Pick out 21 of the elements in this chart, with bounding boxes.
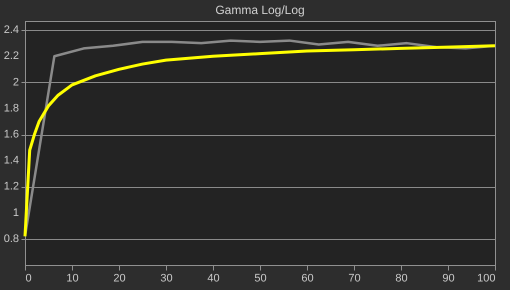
y-tick-label: 1.4 <box>4 154 19 167</box>
y-tick-label: 1.2 <box>4 180 19 193</box>
x-tick-label: 40 <box>207 272 220 284</box>
x-tick-label: 80 <box>395 272 408 284</box>
x-tick-label: 20 <box>113 272 126 284</box>
y-tick-label: 0.8 <box>4 232 19 245</box>
x-tick-label: 90 <box>442 272 455 284</box>
x-tick-label: 50 <box>254 272 267 284</box>
chart-title: Gamma Log/Log <box>215 3 305 17</box>
y-tick-label: 1.6 <box>4 128 19 141</box>
x-tick-label: 60 <box>301 272 314 284</box>
y-tick-label: 1.8 <box>4 102 19 114</box>
x-tick-label: 70 <box>348 272 361 284</box>
x-tick-label: 10 <box>66 272 79 284</box>
y-tick-label: 2.4 <box>4 24 19 36</box>
y-tick-label: 2.2 <box>4 50 19 62</box>
x-tick-label: 100 <box>477 272 496 284</box>
y-tick-label: 1 <box>12 206 19 219</box>
x-tick-label: 30 <box>160 272 173 284</box>
x-tick-label: 0 <box>26 272 32 284</box>
y-tick-label: 2 <box>12 76 19 88</box>
